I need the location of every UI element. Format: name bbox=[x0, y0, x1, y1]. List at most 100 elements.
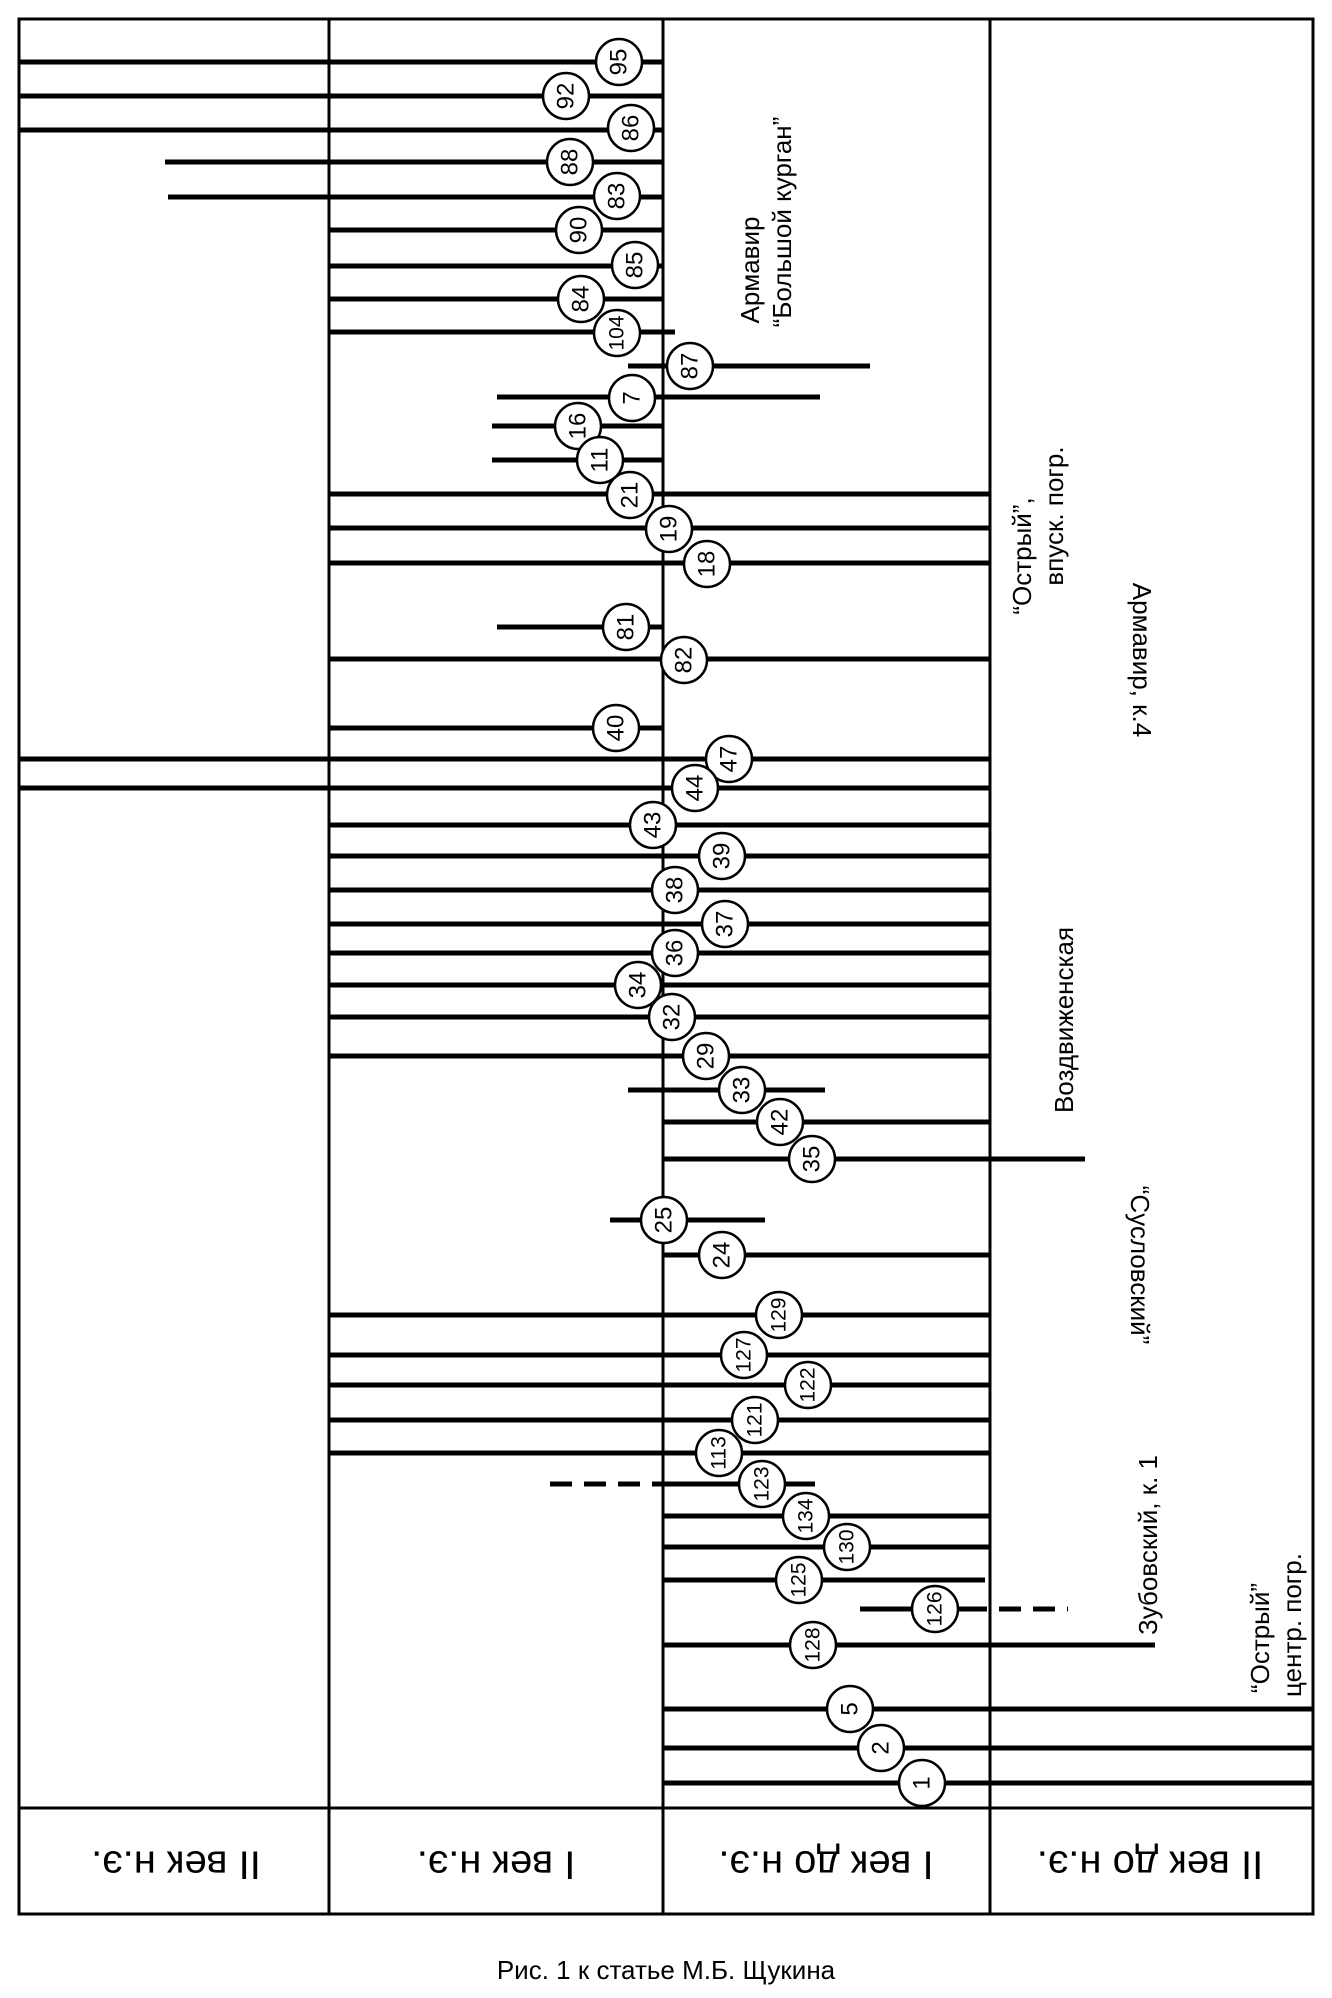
find-circle bbox=[670, 763, 720, 813]
find-circle bbox=[610, 240, 660, 290]
find-number: 39 bbox=[709, 843, 736, 870]
find-badges: 9592868883908584104877161121191881824047… bbox=[541, 37, 960, 1808]
find-number: 35 bbox=[799, 1146, 826, 1173]
find-badge-24: 24 bbox=[697, 1230, 747, 1280]
find-number: 11 bbox=[587, 448, 614, 473]
find-badge-47: 47 bbox=[704, 734, 754, 784]
find-number: 125 bbox=[788, 1562, 811, 1597]
find-badge-127: 127 bbox=[719, 1330, 769, 1380]
find-badge-88: 88 bbox=[545, 137, 595, 187]
find-circle bbox=[719, 1330, 769, 1380]
find-circle bbox=[650, 865, 700, 915]
find-badge-18: 18 bbox=[682, 539, 732, 589]
find-number: 37 bbox=[712, 911, 739, 938]
find-number: 32 bbox=[659, 1004, 686, 1031]
find-badge-7: 7 bbox=[607, 373, 657, 423]
dashed-extensions bbox=[550, 1481, 1068, 1612]
find-badge-39: 39 bbox=[697, 831, 747, 881]
find-number: 113 bbox=[708, 1436, 731, 1469]
find-badge-92: 92 bbox=[541, 71, 591, 121]
find-badge-44: 44 bbox=[670, 763, 720, 813]
find-badge-35: 35 bbox=[787, 1134, 837, 1184]
find-badge-86: 86 bbox=[606, 103, 656, 153]
find-circle bbox=[788, 1620, 838, 1670]
find-number: 87 bbox=[677, 353, 704, 380]
find-number: 130 bbox=[836, 1529, 859, 1564]
find-circle bbox=[704, 734, 754, 784]
find-badge-32: 32 bbox=[647, 992, 697, 1042]
find-number: 90 bbox=[566, 217, 593, 244]
find-number: 85 bbox=[622, 252, 649, 279]
find-badge-81: 81 bbox=[601, 602, 651, 652]
find-circle bbox=[754, 1290, 804, 1340]
label-armavir-big-1: Армавир bbox=[735, 217, 765, 324]
figure-caption: Рис. 1 к статье М.Б. Щукина bbox=[496, 1955, 836, 1985]
find-number: 84 bbox=[568, 286, 595, 313]
find-number: 29 bbox=[693, 1043, 720, 1070]
find-circle bbox=[592, 171, 642, 221]
find-badge-123: 123 bbox=[737, 1459, 787, 1509]
century-ii-bc: II век до н.э. bbox=[1037, 1842, 1263, 1886]
find-circle bbox=[541, 71, 591, 121]
find-number: 42 bbox=[767, 1109, 794, 1136]
find-number: 16 bbox=[565, 413, 592, 440]
find-circle bbox=[822, 1522, 872, 1572]
find-number: 127 bbox=[733, 1337, 756, 1372]
find-circle bbox=[607, 373, 657, 423]
find-circle bbox=[774, 1555, 824, 1605]
find-badge-121: 121 bbox=[730, 1395, 780, 1445]
find-circle bbox=[556, 274, 606, 324]
find-circle bbox=[545, 137, 595, 187]
find-number: 21 bbox=[617, 482, 644, 509]
find-circle bbox=[601, 602, 651, 652]
find-circle bbox=[781, 1491, 831, 1541]
find-number: 95 bbox=[606, 49, 633, 76]
find-badge-129: 129 bbox=[754, 1290, 804, 1340]
dating-bars bbox=[19, 59, 1313, 1786]
find-circle bbox=[825, 1684, 875, 1734]
find-badge-125: 125 bbox=[774, 1555, 824, 1605]
find-badge-16: 16 bbox=[553, 401, 603, 451]
find-circle bbox=[591, 703, 641, 753]
find-circle bbox=[613, 960, 663, 1010]
diagram-frame bbox=[17, 17, 1315, 1916]
find-circle bbox=[910, 1584, 960, 1634]
find-badge-5: 5 bbox=[825, 1684, 875, 1734]
find-circle bbox=[737, 1459, 787, 1509]
find-number: 126 bbox=[924, 1591, 947, 1626]
find-number: 44 bbox=[682, 775, 709, 802]
find-circle bbox=[856, 1723, 906, 1773]
find-number: 128 bbox=[802, 1627, 825, 1662]
label-zubovsky: Зубовский, к. 1 bbox=[1133, 1455, 1163, 1635]
find-badge-130: 130 bbox=[822, 1522, 872, 1572]
find-badge-87: 87 bbox=[665, 341, 715, 391]
find-badge-82: 82 bbox=[659, 635, 709, 685]
find-number: 7 bbox=[619, 391, 646, 404]
find-circle bbox=[650, 928, 700, 978]
find-circle bbox=[639, 1195, 689, 1245]
find-number: 104 bbox=[606, 315, 629, 350]
label-vozdvizhenskaya: Воздвиженская bbox=[1049, 927, 1079, 1113]
find-circle bbox=[694, 1428, 744, 1478]
find-badge-36: 36 bbox=[650, 928, 700, 978]
find-number: 1 bbox=[909, 1776, 936, 1789]
find-badge-34: 34 bbox=[613, 960, 663, 1010]
find-circle bbox=[592, 308, 642, 358]
find-number: 36 bbox=[662, 940, 689, 967]
century-i-bc: I век до н.э. bbox=[718, 1842, 933, 1886]
find-circle bbox=[697, 1230, 747, 1280]
find-badge-126: 126 bbox=[910, 1584, 960, 1634]
find-number: 33 bbox=[729, 1077, 756, 1104]
find-badge-40: 40 bbox=[591, 703, 641, 753]
find-circle bbox=[605, 470, 655, 520]
find-circle bbox=[755, 1097, 805, 1147]
find-number: 18 bbox=[694, 551, 721, 578]
find-circle bbox=[647, 992, 697, 1042]
label-armavir-big-2: “Большой курган” bbox=[767, 117, 797, 328]
find-circle bbox=[554, 205, 604, 255]
find-number: 82 bbox=[671, 647, 698, 674]
label-ostry-centr-2: центр. погр. bbox=[1277, 1553, 1307, 1697]
find-badge-113: 113 bbox=[694, 1428, 744, 1478]
find-number: 47 bbox=[716, 746, 743, 773]
find-badge-21: 21 bbox=[605, 470, 655, 520]
